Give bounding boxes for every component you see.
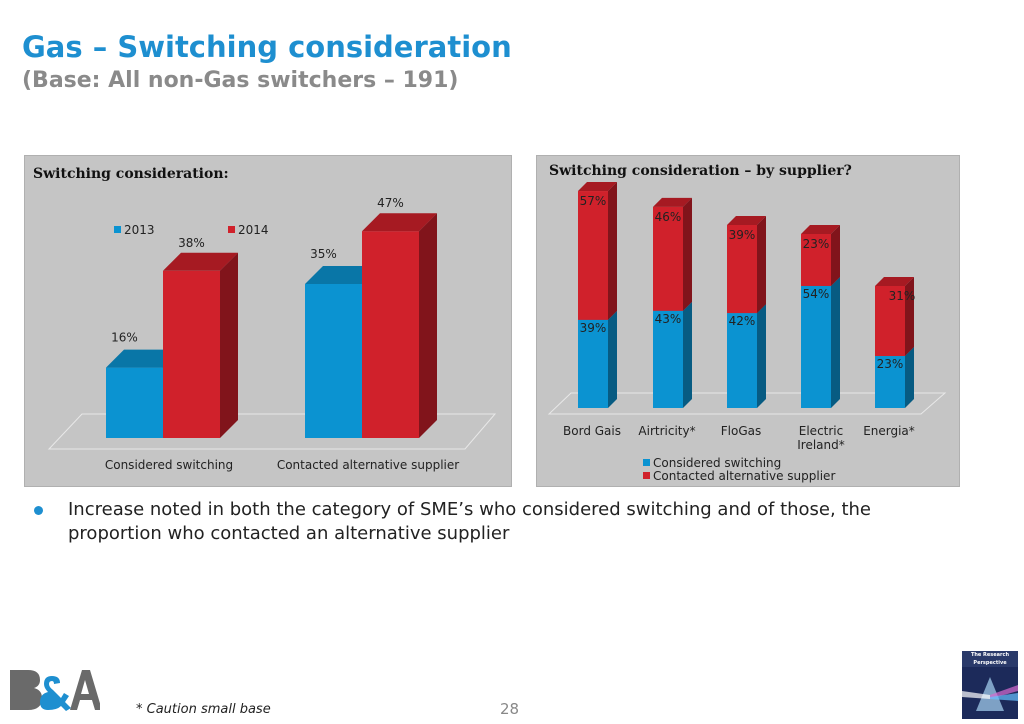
right-chart-floor	[547, 392, 947, 415]
left-chart-title: Switching consideration:	[33, 166, 229, 182]
bar-4-1	[875, 276, 914, 357]
category-label-1: Airtricity*	[638, 424, 695, 438]
category-label-3: Electric	[799, 424, 843, 438]
data-label-4-1: 31%	[889, 289, 916, 303]
category-label-0: Bord Gais	[563, 424, 621, 438]
page-subtitle: (Base: All non-Gas switchers – 191)	[22, 68, 459, 93]
data-label-0-0: 16%	[111, 331, 138, 345]
page-title: Gas – Switching consideration	[22, 30, 512, 64]
right-chart-title: Switching consideration – by supplier?	[549, 163, 852, 179]
legend-label-0: 2013	[124, 223, 155, 237]
bullet-text: Increase noted in both the category of S…	[68, 499, 871, 544]
footnote: * Caution small base	[136, 702, 271, 717]
data-label-2-1: 39%	[729, 228, 756, 242]
category-label-0: Considered switching	[105, 458, 233, 472]
data-label-1-1: 47%	[377, 196, 404, 210]
data-label-1-1: 46%	[655, 210, 682, 224]
data-label-0-1: 38%	[178, 236, 205, 250]
data-label-2-0: 42%	[729, 314, 756, 328]
right-chart: 39% 57% Bord Gais 43% 46% Airtricity* 42% 39% Fl…	[547, 182, 947, 483]
legend-label-1: 2014	[238, 223, 269, 237]
prism-logo-icon	[962, 667, 1018, 719]
legend-label-0: Considered switching	[653, 456, 781, 470]
legend-swatch-1	[643, 472, 650, 479]
category-label-4: Energia*	[863, 424, 915, 438]
category-label-1: Contacted alternative supplier	[277, 458, 459, 472]
legend-swatch-1	[228, 226, 235, 233]
category-label-2: FloGas	[721, 424, 761, 438]
bar-1-1	[362, 213, 437, 438]
legend-swatch-0	[114, 226, 121, 233]
legend-label-1: Contacted alternative supplier	[653, 469, 835, 483]
data-label-3-0: 54%	[803, 287, 830, 301]
right-chart-panel: Switching consideration – by supplier? 3…	[536, 155, 960, 487]
bar-1-1	[653, 197, 692, 311]
left-chart-floor	[47, 413, 497, 450]
bar-2-1	[727, 215, 766, 314]
ba-logo-icon	[8, 668, 100, 714]
data-label-0-1: 57%	[580, 194, 607, 208]
logo-right-text: The Research Perspective	[962, 651, 1018, 667]
bar-3-0	[801, 276, 840, 408]
bar-0-1	[163, 252, 238, 438]
data-label-3-1: 23%	[803, 237, 830, 251]
research-perspective-logo: The Research Perspective	[962, 651, 1018, 719]
left-chart: 16% 35% 38% 47% Considered switching Contacte…	[47, 196, 497, 472]
category-label-3-line2: Ireland*	[797, 438, 845, 452]
data-label-0-0: 39%	[580, 321, 607, 335]
legend-swatch-0	[643, 459, 650, 466]
bar-0-1	[578, 182, 617, 320]
data-label-4-0: 23%	[877, 357, 904, 371]
page-number: 28	[500, 700, 520, 718]
bar-3-1	[801, 224, 840, 286]
left-chart-panel: Switching consideration: 16% 35% 38% 47% Con…	[24, 155, 512, 487]
data-label-1-0: 35%	[310, 247, 337, 261]
data-label-1-0: 43%	[655, 312, 682, 326]
bullet-dot-icon	[34, 506, 43, 515]
